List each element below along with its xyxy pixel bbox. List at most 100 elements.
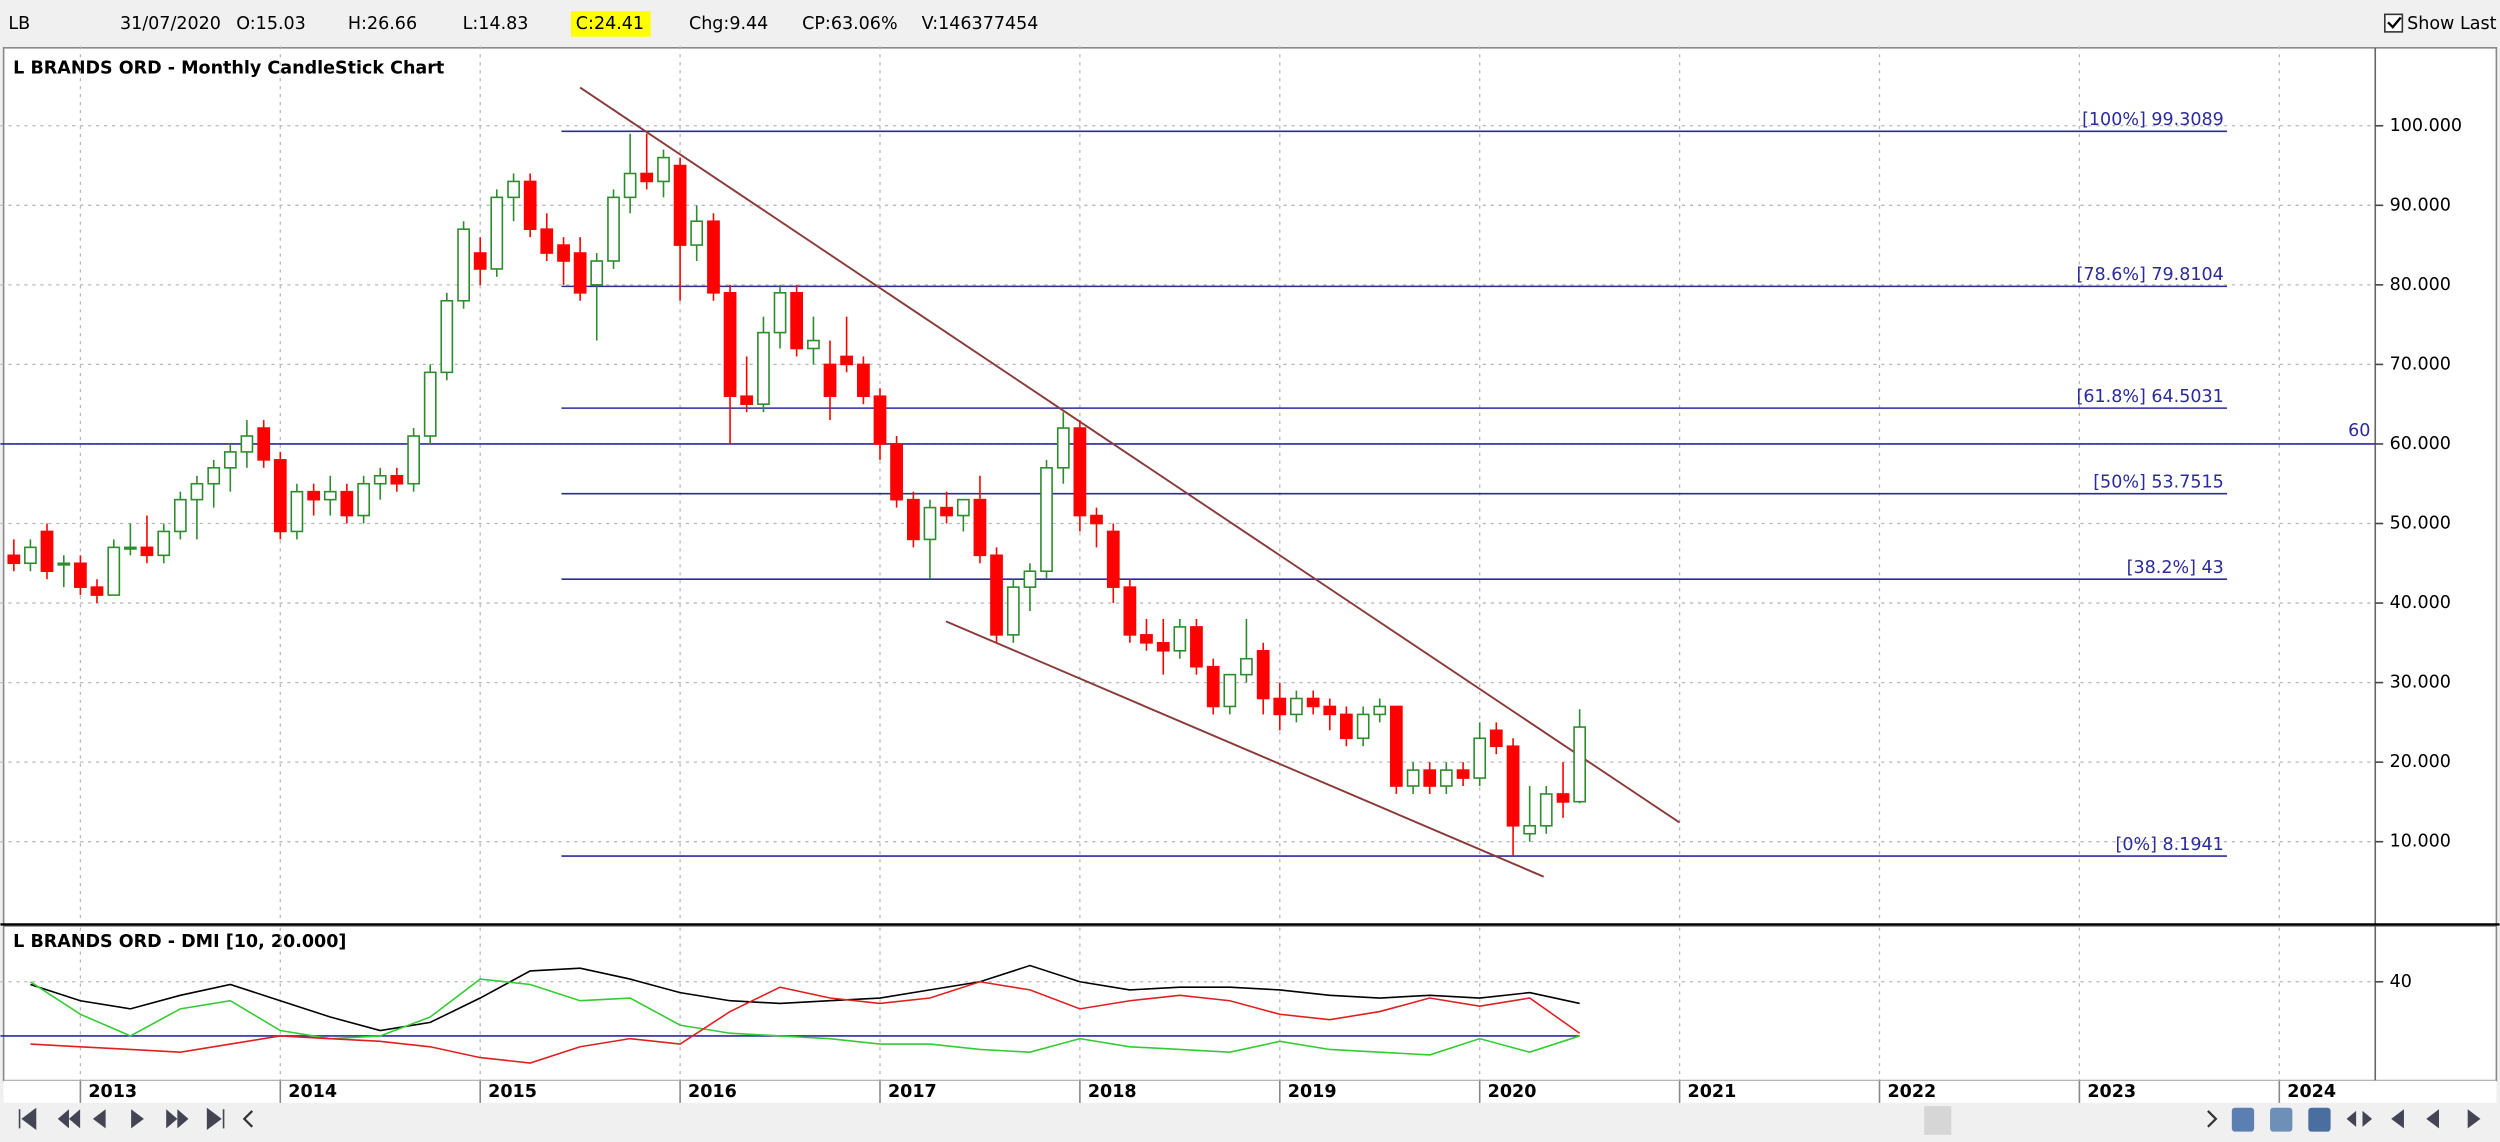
candle-body (273, 459, 287, 533)
info-bar (0, 0, 2500, 48)
candle-body (956, 498, 970, 517)
x-tick-label: 2016 (688, 1082, 737, 1102)
scroll-thumb[interactable] (1924, 1106, 1952, 1135)
candle-body (1156, 642, 1170, 652)
tool-icon[interactable] (2308, 1107, 2331, 1132)
y-tick-label: 40 (2390, 972, 2412, 992)
time-axis (3, 1080, 2497, 1103)
candle-body (1356, 713, 1370, 740)
candle-body (907, 498, 920, 541)
candle-body (857, 363, 870, 398)
candle-body (1290, 697, 1303, 716)
candle-body (490, 196, 504, 270)
candle-body (1539, 793, 1553, 827)
x-tick-label: 2021 (1688, 1082, 1737, 1102)
nav-back[interactable] (92, 1109, 106, 1129)
candle-body (973, 498, 987, 557)
candle-body (1256, 649, 1270, 700)
candle-body (723, 292, 737, 398)
open: O:15.03 (236, 14, 306, 34)
candle-body (1323, 705, 1337, 716)
candle-body (1456, 769, 1470, 779)
y-tick-label: 70.000 (2390, 354, 2451, 374)
y-tick-label: 90.000 (2390, 195, 2451, 215)
candle-body (57, 562, 71, 566)
candle-body (540, 228, 554, 254)
tool-icon[interactable] (2270, 1107, 2293, 1132)
y-tick-label: 30.000 (2390, 673, 2451, 693)
candle-body (707, 220, 720, 294)
candle-body (107, 546, 121, 596)
x-tick-label: 2014 (288, 1082, 337, 1102)
candle-body (1406, 769, 1420, 787)
tool-icon[interactable] (2231, 1107, 2255, 1132)
candle-body (1423, 769, 1437, 787)
candle-body (657, 156, 670, 183)
candle-body (290, 490, 304, 533)
candle-body (190, 482, 204, 501)
candle-body (140, 546, 154, 557)
candle-body (373, 474, 387, 485)
dmi-line (30, 964, 1580, 1032)
x-tick-label: 2017 (888, 1082, 937, 1102)
candle-body (1006, 586, 1020, 636)
candle-body (990, 554, 1003, 636)
candle-body (1223, 673, 1237, 708)
y-tick-label: 80.000 (2390, 275, 2451, 295)
candle-body (1190, 626, 1203, 668)
pan-right[interactable] (2467, 1109, 2481, 1129)
candle-body (390, 474, 404, 485)
nav-last[interactable] (206, 1107, 225, 1131)
checkmark (2387, 16, 2402, 29)
y-tick-label: 100.000 (2390, 116, 2462, 136)
show-last-label[interactable]: Show Last (2407, 14, 2496, 34)
candle-body (357, 482, 371, 517)
y-tick-label: 10.000 (2390, 832, 2451, 852)
candle-body (1523, 824, 1537, 835)
candle-body (1489, 729, 1503, 748)
price-panel (2, 47, 2498, 926)
candle-body (507, 180, 520, 199)
candle-body (940, 506, 953, 517)
close: C:24.41 (576, 14, 644, 34)
dmi-panel (2, 925, 2498, 1082)
candle-body (473, 252, 487, 270)
candle-body (1173, 626, 1187, 652)
candle-body (1439, 769, 1453, 787)
candle-body (923, 506, 937, 541)
y-tick-label: 60.000 (2390, 434, 2451, 454)
pan-left[interactable] (2391, 1109, 2404, 1129)
candle-body (240, 435, 254, 453)
x-tick-label: 2015 (488, 1082, 537, 1102)
candle-body (40, 530, 54, 573)
candle-body (257, 427, 271, 461)
nav-first[interactable] (18, 1107, 37, 1131)
candle-body (573, 252, 587, 294)
candle-body (123, 546, 137, 550)
scroll-right[interactable] (2207, 1110, 2218, 1128)
candle-body (1073, 427, 1087, 517)
nav-forward[interactable] (131, 1109, 144, 1129)
candle-body (1056, 427, 1070, 469)
fib-label: [0%] 8.1941 (2116, 835, 2224, 855)
chart-title: L BRANDS ORD - Monthly CandleStick Chart (13, 59, 444, 79)
trendline (945, 620, 1545, 878)
candle-body (1573, 726, 1587, 803)
checkbox[interactable] (2384, 13, 2404, 33)
x-tick-label: 2022 (1887, 1082, 1936, 1102)
horizontal-line-label: 60 (2348, 421, 2370, 441)
candle-body (1206, 665, 1220, 708)
candle-body (1040, 467, 1053, 573)
trendline (579, 86, 1681, 824)
zoom-icon[interactable] (2346, 1110, 2373, 1127)
scroll-left[interactable] (242, 1110, 254, 1128)
y-tick-label: 20.000 (2390, 752, 2451, 772)
change: Chg:9.44 (689, 14, 768, 34)
pan-left-2[interactable] (2426, 1109, 2440, 1129)
date: 31/07/2020 (120, 14, 221, 34)
candle-body (24, 546, 37, 565)
change-pct: CP:63.06% (802, 14, 897, 34)
volume: V:146377454 (922, 14, 1039, 34)
dmi-title: L BRANDS ORD - DMI [10, 20.000] (13, 932, 346, 952)
